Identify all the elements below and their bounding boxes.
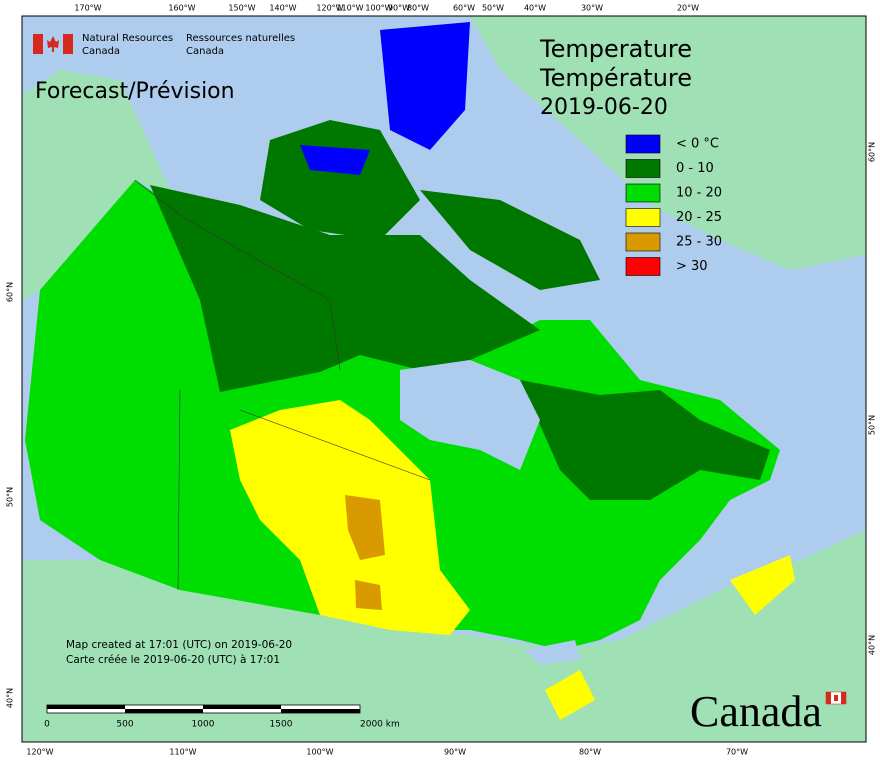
graticule-label: 60°N [868, 142, 877, 162]
graticule-label: 50°W [482, 4, 504, 13]
region-20-25-east [730, 555, 795, 615]
border [134, 179, 341, 371]
legend-label: > 30 [676, 259, 708, 274]
canada-wordmark: Canada [690, 687, 847, 736]
scale-seg [47, 705, 125, 709]
legend-swatch [625, 232, 661, 252]
graticule-label: 60°N [6, 282, 15, 302]
graticule-label: 100°W [365, 4, 392, 13]
scale-seg [203, 705, 281, 709]
region-20-25-ontario [545, 670, 595, 720]
legend-swatch [625, 257, 661, 276]
great-lakes [525, 640, 580, 665]
graticule-label: 40°N [868, 635, 877, 655]
graticule-label: 150°W [228, 4, 255, 13]
maple-leaf [834, 695, 838, 701]
usa [22, 530, 866, 742]
region-0-10 [150, 185, 540, 392]
legend-label: 25 - 30 [676, 235, 722, 250]
graticule-label: 110°W [169, 748, 196, 757]
title: Température [539, 64, 692, 92]
flag-bar [33, 34, 43, 54]
legend-label: 20 - 25 [676, 210, 722, 225]
arctic-islands [260, 120, 420, 240]
graticule-label: 110°W [336, 4, 363, 13]
credit: Map created at 17:01 (UTC) on 2019-06-20 [66, 639, 292, 651]
region-0-10-quebec [520, 380, 770, 500]
title: Temperature [539, 35, 692, 63]
agency-fr: Canada [186, 46, 224, 57]
nrcan-logo [33, 34, 73, 54]
region-25-30-b [355, 580, 382, 610]
date: 2019-06-20 [540, 95, 668, 120]
agency-en: Natural Resources [82, 33, 173, 44]
agency-fr: Ressources naturelles [186, 33, 295, 44]
graticule-label: 40°W [524, 4, 546, 13]
hudson-bay [400, 360, 540, 470]
graticule-label: 120°W [26, 748, 53, 757]
alaska [22, 70, 175, 300]
scale-label: 500 [116, 720, 133, 730]
legend-swatch [625, 134, 661, 154]
scale-seg [125, 709, 203, 713]
graticule-label: 70°W [726, 748, 748, 757]
map [21, 15, 867, 743]
scale-seg [281, 709, 360, 713]
graticule-label: 20°W [677, 4, 699, 13]
graticule-label: 50°N [868, 415, 877, 435]
legend-swatch [625, 183, 661, 203]
scale-label: 2000 km [360, 720, 400, 730]
graticule-label: 40°N [6, 688, 15, 708]
graticule-label: 140°W [269, 4, 296, 13]
graticule-label: 100°W [306, 748, 333, 757]
scale-label: 1000 [192, 720, 215, 730]
agency-en: Canada [82, 46, 120, 57]
product: Forecast/Prévision [35, 79, 235, 104]
credit: Carte créée le 2019-06-20 (UTC) à 17:01 [66, 654, 280, 666]
graticule-label: 60°W [453, 4, 475, 13]
frame [21, 15, 867, 743]
wordmark: Canada [690, 687, 822, 736]
graticule-label: 50°N [6, 487, 15, 507]
legend-swatch [625, 208, 661, 227]
graticule-label: 120°W [316, 4, 343, 13]
graticule-label: 80°W [407, 4, 429, 13]
scale-bar [46, 704, 361, 714]
legend-label: 10 - 20 [676, 186, 722, 201]
border [177, 389, 181, 591]
legend-swatch [625, 159, 661, 178]
legend-label: < 0 °C [676, 137, 719, 152]
ellesmere-cold [380, 22, 470, 150]
flag-bar [841, 692, 846, 704]
flag-bar [63, 34, 73, 54]
maple-leaf [47, 36, 59, 52]
graticule-label: 90°W [444, 748, 466, 757]
graticule-label: 170°W [74, 4, 101, 13]
region-25-30 [345, 495, 385, 560]
scale-label: 0 [44, 720, 50, 730]
greenland [470, 16, 866, 270]
scale-label: 1500 [270, 720, 293, 730]
baffin-island [420, 190, 600, 290]
graticule-label: 80°W [579, 748, 601, 757]
flag-bar [826, 692, 831, 704]
graticule-label: 30°W [581, 4, 603, 13]
legend-label: 0 - 10 [676, 161, 714, 176]
graticule-label: 160°W [168, 4, 195, 13]
graticule-label: 90°W [388, 4, 410, 13]
border [239, 409, 431, 481]
cold-island [300, 145, 370, 175]
